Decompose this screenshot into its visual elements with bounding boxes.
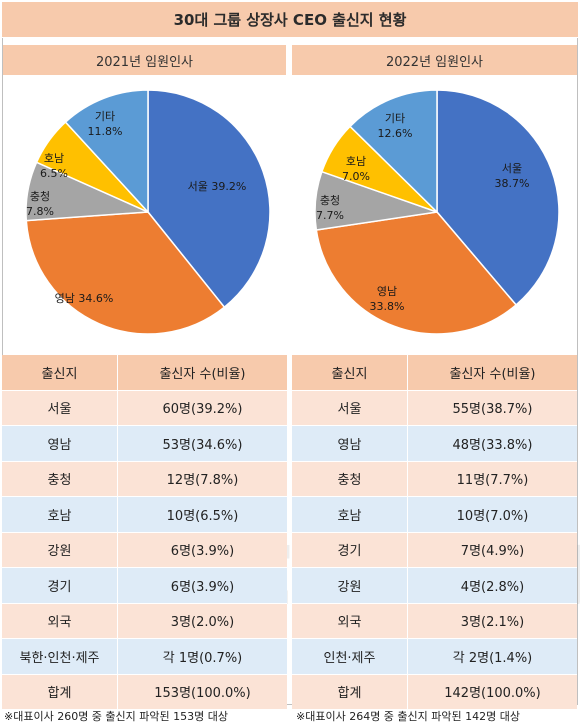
cell-count: 10명(6.5%) xyxy=(166,508,239,524)
pie-chart-2022-svg: 서울 38.7% 영남 33.8% 충청 7.7% 호남 7.0% 기타 12.6% xyxy=(314,89,560,335)
table-header-row: 출신지 출신자 수(비율) xyxy=(292,355,577,391)
cell-count: 142명(100.0%) xyxy=(444,686,541,702)
cell-origin: 외국 xyxy=(292,603,408,638)
pie-label-호남: 호남 7.0% xyxy=(342,155,370,183)
cell-origin: 경기 xyxy=(2,568,118,603)
cell-count: 6명(3.9%) xyxy=(170,579,235,595)
pie-label-기타: 기타 11.8% xyxy=(88,110,123,138)
cell-origin: 강원 xyxy=(292,568,408,603)
table-2022: 출신지 출신자 수(비율) 서울 55명(38.7%) 영남 48명(33.8%) 충청 11… xyxy=(292,355,577,710)
table-row: 충청 11명(7.7%) xyxy=(292,461,577,497)
cell-count: 10명(7.0%) xyxy=(456,508,529,524)
cell-count: 각 2명(1.4%) xyxy=(452,650,533,666)
header-origin: 출신지 xyxy=(2,355,118,390)
cell-count: 53명(34.6%) xyxy=(162,437,243,453)
chart-title-2021: 2021년 임원인사 xyxy=(3,45,286,75)
cell-origin: 호남 xyxy=(292,497,408,532)
cell-count: 12명(7.8%) xyxy=(166,473,239,489)
table-row: 외국 3명(2.1%) xyxy=(292,603,577,639)
table-row: 영남 48명(33.8%) xyxy=(292,426,577,462)
cell-count: 153명(100.0%) xyxy=(154,686,251,702)
pie-label-영남: 영남 33.8% xyxy=(370,285,405,313)
table-row: 서울 60명(39.2%) xyxy=(2,390,287,426)
pie-slice-서울 xyxy=(436,89,560,306)
table-row: 합계 153명(100.0%) xyxy=(2,674,287,710)
cell-count: 각 1명(0.7%) xyxy=(162,650,243,666)
cell-count: 7명(4.9%) xyxy=(460,544,525,560)
table-row: 경기 7명(4.9%) xyxy=(292,532,577,568)
cell-origin: 호남 xyxy=(2,497,118,532)
cell-origin: 서울 xyxy=(2,390,118,425)
chart-title-2022: 2022년 임원인사 xyxy=(292,45,577,75)
cell-origin: 경기 xyxy=(292,532,408,567)
pie-slice-영남 xyxy=(25,211,226,335)
pie-slice-서울 xyxy=(147,89,271,309)
cell-origin: 영남 xyxy=(2,426,118,461)
cell-origin: 합계 xyxy=(2,674,118,709)
table-row: 호남 10명(7.0%) xyxy=(292,497,577,533)
table-row: 북한·인천·제주 각 1명(0.7%) xyxy=(2,639,287,675)
table-row: 호남 10명(6.5%) xyxy=(2,497,287,533)
table-row: 인천·제주 각 2명(1.4%) xyxy=(292,639,577,675)
cell-count: 4명(2.8%) xyxy=(460,579,525,595)
cell-count: 55명(38.7%) xyxy=(452,402,533,418)
page-title: 30대 그룹 상장사 CEO 출신지 현황 xyxy=(2,2,578,38)
table-row: 합계 142명(100.0%) xyxy=(292,674,577,710)
cell-origin: 충청 xyxy=(292,461,408,496)
cell-count: 6명(3.9%) xyxy=(170,544,235,560)
cell-count: 11명(7.7%) xyxy=(456,473,529,489)
cell-count: 60명(39.2%) xyxy=(162,402,243,418)
footnotes: ※대표이사 260명 중 출신지 파악된 153명 대상 ※대표이사 264명 … xyxy=(0,708,580,726)
pie-label-서울: 서울 38.7% xyxy=(495,162,530,190)
cell-origin: 합계 xyxy=(292,674,408,709)
table-2021: 출신지 출신자 수(비율) 서울 60명(39.2%) 영남 53명(34.6%) 충청 12… xyxy=(2,355,287,710)
pie-slice-영남 xyxy=(315,211,518,335)
table-row: 외국 3명(2.0%) xyxy=(2,603,287,639)
pie-chart-2021-svg: 서울 39.2% 영남 34.6% 충청 7.8% 호남 6.5% 기타 11.8% xyxy=(25,89,271,335)
cell-origin: 영남 xyxy=(292,426,408,461)
table-row: 충청 12명(7.8%) xyxy=(2,461,287,497)
header-origin: 출신지 xyxy=(292,355,408,390)
pie-label-서울: 서울 39.2% xyxy=(188,180,247,193)
cell-origin: 강원 xyxy=(2,532,118,567)
pie-label-충청: 충청 7.8% xyxy=(26,190,54,218)
cell-count: 3명(2.1%) xyxy=(460,615,525,631)
pie-label-기타: 기타 12.6% xyxy=(378,112,413,140)
cell-origin: 북한·인천·제주 xyxy=(2,639,118,674)
pie-chart-2022: 서울 38.7% 영남 33.8% 충청 7.7% 호남 7.0% 기타 12.6% xyxy=(291,80,577,350)
footnote-2021: ※대표이사 260명 중 출신지 파악된 153명 대상 xyxy=(4,710,228,723)
footnote-2022: ※대표이사 264명 중 출신지 파악된 142명 대상 xyxy=(296,710,520,723)
table-row: 서울 55명(38.7%) xyxy=(292,390,577,426)
header-count: 출신자 수(비율) xyxy=(449,366,536,382)
table-row: 강원 6명(3.9%) xyxy=(2,532,287,568)
header-count: 출신자 수(비율) xyxy=(159,366,246,382)
pie-label-영남: 영남 34.6% xyxy=(55,292,114,305)
cell-origin: 인천·제주 xyxy=(292,639,408,674)
cell-origin: 충청 xyxy=(2,461,118,496)
pie-slice-기타 xyxy=(348,89,438,214)
cell-count: 3명(2.0%) xyxy=(170,615,235,631)
pie-chart-2021: 서울 39.2% 영남 34.6% 충청 7.8% 호남 6.5% 기타 11.8% xyxy=(2,80,288,350)
pie-label-충청: 충청 7.7% xyxy=(316,194,344,222)
table-row: 강원 4명(2.8%) xyxy=(292,568,577,604)
cell-origin: 외국 xyxy=(2,603,118,638)
table-header-row: 출신지 출신자 수(비율) xyxy=(2,355,287,391)
cell-count: 48명(33.8%) xyxy=(452,437,533,453)
pie-label-호남: 호남 6.5% xyxy=(40,152,68,180)
table-row: 영남 53명(34.6%) xyxy=(2,426,287,462)
pie-slice-기타 xyxy=(64,89,149,214)
table-row: 경기 6명(3.9%) xyxy=(2,568,287,604)
cell-origin: 서울 xyxy=(292,390,408,425)
